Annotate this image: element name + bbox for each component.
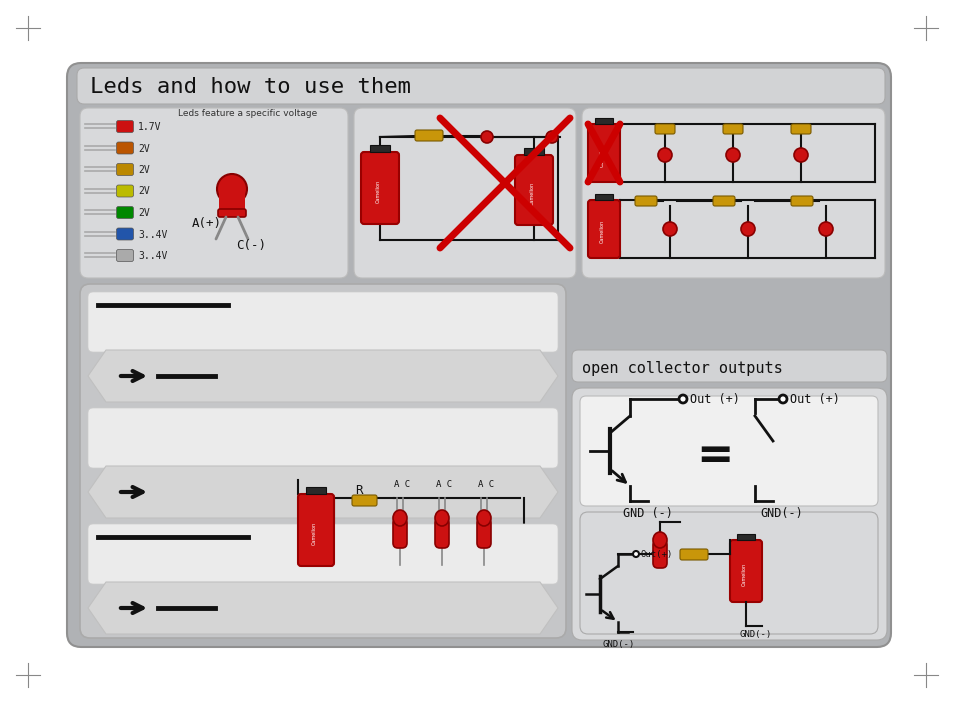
Bar — [595, 118, 612, 124]
Bar — [737, 534, 754, 540]
FancyBboxPatch shape — [80, 284, 565, 638]
Text: Leds and how to use them: Leds and how to use them — [90, 77, 411, 97]
Ellipse shape — [435, 510, 449, 526]
Text: Camelion: Camelion — [599, 144, 604, 167]
FancyBboxPatch shape — [515, 155, 553, 225]
FancyBboxPatch shape — [116, 228, 133, 240]
FancyBboxPatch shape — [579, 396, 877, 506]
FancyBboxPatch shape — [80, 108, 348, 278]
Text: C(-): C(-) — [235, 239, 266, 252]
FancyBboxPatch shape — [581, 108, 884, 278]
FancyBboxPatch shape — [88, 292, 558, 352]
FancyBboxPatch shape — [88, 408, 558, 468]
FancyBboxPatch shape — [652, 540, 666, 568]
FancyBboxPatch shape — [116, 164, 133, 176]
FancyBboxPatch shape — [360, 152, 398, 224]
Text: Out (+): Out (+) — [789, 392, 839, 406]
Text: A(+): A(+) — [192, 217, 222, 230]
FancyBboxPatch shape — [435, 518, 449, 548]
Text: Camelion: Camelion — [375, 180, 380, 203]
FancyBboxPatch shape — [587, 200, 619, 258]
Text: GND(-): GND(-) — [740, 630, 771, 639]
Bar — [595, 194, 612, 200]
FancyBboxPatch shape — [790, 196, 812, 206]
FancyBboxPatch shape — [67, 63, 890, 647]
Circle shape — [793, 148, 807, 162]
Text: R: R — [355, 484, 362, 496]
Text: 3..4V: 3..4V — [138, 229, 167, 240]
FancyBboxPatch shape — [572, 350, 886, 382]
Circle shape — [658, 148, 671, 162]
Text: Out(+): Out(+) — [640, 550, 673, 558]
Polygon shape — [88, 350, 558, 402]
FancyBboxPatch shape — [635, 196, 657, 206]
Text: Camelion: Camelion — [741, 562, 746, 586]
Circle shape — [662, 222, 677, 236]
Polygon shape — [88, 582, 558, 634]
Circle shape — [480, 131, 493, 143]
Text: GND(-): GND(-) — [602, 640, 635, 648]
FancyBboxPatch shape — [393, 518, 407, 548]
Ellipse shape — [216, 174, 247, 204]
FancyBboxPatch shape — [116, 207, 133, 219]
FancyBboxPatch shape — [116, 142, 133, 154]
FancyBboxPatch shape — [297, 494, 334, 566]
FancyBboxPatch shape — [729, 540, 761, 602]
Text: GND (-): GND (-) — [622, 508, 672, 520]
FancyBboxPatch shape — [354, 108, 576, 278]
FancyBboxPatch shape — [790, 124, 810, 134]
Text: Out (+): Out (+) — [689, 392, 740, 406]
Text: Camelion: Camelion — [312, 522, 316, 545]
FancyBboxPatch shape — [579, 512, 877, 634]
FancyBboxPatch shape — [218, 209, 246, 217]
Bar — [219, 189, 245, 211]
FancyBboxPatch shape — [587, 124, 619, 182]
Text: A C: A C — [477, 480, 494, 489]
Bar — [523, 148, 544, 155]
Circle shape — [779, 395, 786, 403]
Ellipse shape — [652, 532, 666, 548]
Circle shape — [545, 131, 558, 143]
Circle shape — [740, 222, 754, 236]
Text: Leds feature a specific voltage: Leds feature a specific voltage — [178, 110, 317, 119]
Circle shape — [679, 395, 686, 403]
FancyBboxPatch shape — [722, 124, 742, 134]
Text: GND(-): GND(-) — [760, 508, 801, 520]
Text: 2V: 2V — [138, 186, 150, 197]
FancyBboxPatch shape — [476, 518, 491, 548]
Ellipse shape — [476, 510, 491, 526]
Ellipse shape — [393, 510, 407, 526]
Text: 1.7V: 1.7V — [138, 122, 161, 132]
FancyBboxPatch shape — [116, 120, 133, 132]
Text: =: = — [696, 434, 733, 477]
Polygon shape — [88, 466, 558, 518]
Bar — [306, 486, 326, 494]
FancyBboxPatch shape — [415, 130, 442, 141]
FancyBboxPatch shape — [116, 185, 133, 197]
Text: 2V: 2V — [138, 143, 150, 153]
Circle shape — [633, 551, 639, 557]
Text: Camelion: Camelion — [599, 220, 604, 243]
Text: open collector outputs: open collector outputs — [581, 361, 781, 375]
Text: 2V: 2V — [138, 165, 150, 175]
FancyBboxPatch shape — [572, 388, 886, 640]
FancyBboxPatch shape — [77, 68, 884, 104]
Circle shape — [818, 222, 832, 236]
Text: A C: A C — [436, 480, 452, 489]
Text: A C: A C — [394, 480, 410, 489]
FancyBboxPatch shape — [352, 495, 376, 506]
Text: 3..4V: 3..4V — [138, 251, 167, 261]
FancyBboxPatch shape — [88, 524, 558, 584]
Text: Camelion: Camelion — [529, 182, 534, 205]
FancyBboxPatch shape — [712, 196, 734, 206]
FancyBboxPatch shape — [655, 124, 675, 134]
FancyBboxPatch shape — [116, 250, 133, 262]
Circle shape — [725, 148, 740, 162]
Text: 2V: 2V — [138, 208, 150, 218]
Bar — [369, 145, 390, 152]
FancyBboxPatch shape — [679, 549, 707, 560]
